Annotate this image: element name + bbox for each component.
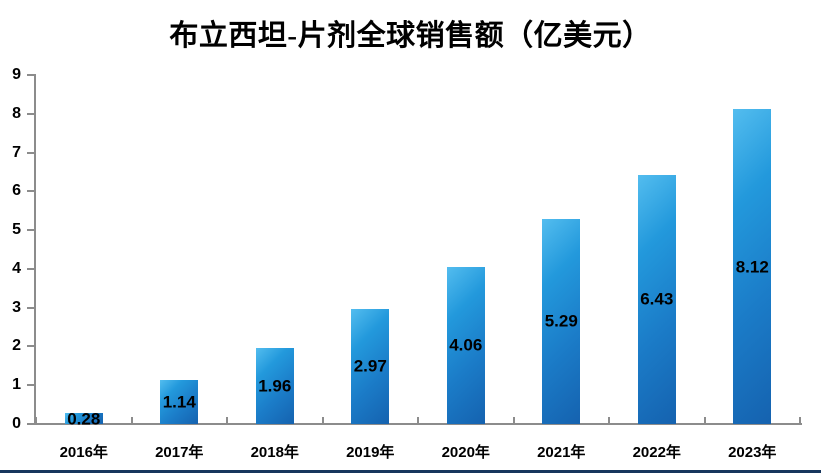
y-axis-line <box>34 74 36 425</box>
bar-value-label: 6.43 <box>640 289 674 309</box>
x-tick <box>417 417 419 425</box>
y-tick <box>27 151 35 154</box>
x-tick <box>703 417 706 425</box>
x-axis-label: 2016年 <box>59 444 108 461</box>
y-tick <box>27 112 35 115</box>
x-tick <box>512 417 515 425</box>
y-tick-label: 7 <box>12 143 21 161</box>
bar-2019年 <box>351 308 390 424</box>
y-tick <box>27 229 35 232</box>
bar-2022年 <box>637 174 676 424</box>
x-tick <box>321 417 324 425</box>
chart-title: 布立西坦-片剂全球销售额（亿美元） <box>169 20 652 52</box>
y-tick-label: 2 <box>12 337 21 355</box>
y-tick <box>27 423 35 425</box>
bar-value-label: 5.29 <box>544 311 578 331</box>
y-tick <box>27 384 35 387</box>
bar-value-label: 1.96 <box>258 376 292 396</box>
bar-value-label: 2.97 <box>353 356 387 376</box>
bar-2017年 <box>160 379 199 424</box>
x-axis-label: 2020年 <box>441 444 490 461</box>
y-tick <box>27 306 35 309</box>
y-tick-label: 8 <box>12 104 21 122</box>
y-tick <box>27 74 35 76</box>
bar-value-label: 0.28 <box>67 409 101 429</box>
bar-2018年 <box>255 347 294 424</box>
y-tick-label: 9 <box>12 66 21 83</box>
x-tick <box>130 417 133 425</box>
y-tick-label: 5 <box>12 221 21 239</box>
y-tick <box>27 345 35 348</box>
x-axis-label: 2021年 <box>537 444 586 461</box>
y-tick-label: 0 <box>12 415 21 432</box>
x-axis-label: 2022年 <box>632 444 681 461</box>
x-axis-label: 2023年 <box>728 444 777 461</box>
bar-value-label: 1.14 <box>162 392 196 412</box>
y-tick-label: 1 <box>12 376 21 394</box>
bottom-rule <box>0 470 821 473</box>
bar-2020年 <box>446 266 485 424</box>
bar-value-label: 4.06 <box>449 335 483 355</box>
bar-value-label: 8.12 <box>735 257 769 277</box>
y-tick-label: 6 <box>12 182 21 200</box>
bar-2023年 <box>733 109 772 424</box>
y-tick <box>27 267 35 270</box>
x-axis-label: 2019年 <box>346 444 395 461</box>
x-axis-label: 2018年 <box>250 444 299 461</box>
bar-2016年 <box>64 413 103 424</box>
x-tick <box>35 417 37 425</box>
bar-2021年 <box>542 218 581 424</box>
x-tick <box>608 417 610 425</box>
y-tick-label: 3 <box>12 298 21 316</box>
x-tick <box>799 417 801 425</box>
x-tick <box>226 417 228 425</box>
y-tick <box>27 190 35 193</box>
x-axis-label: 2017年 <box>155 444 204 461</box>
y-tick-label: 4 <box>12 259 21 277</box>
